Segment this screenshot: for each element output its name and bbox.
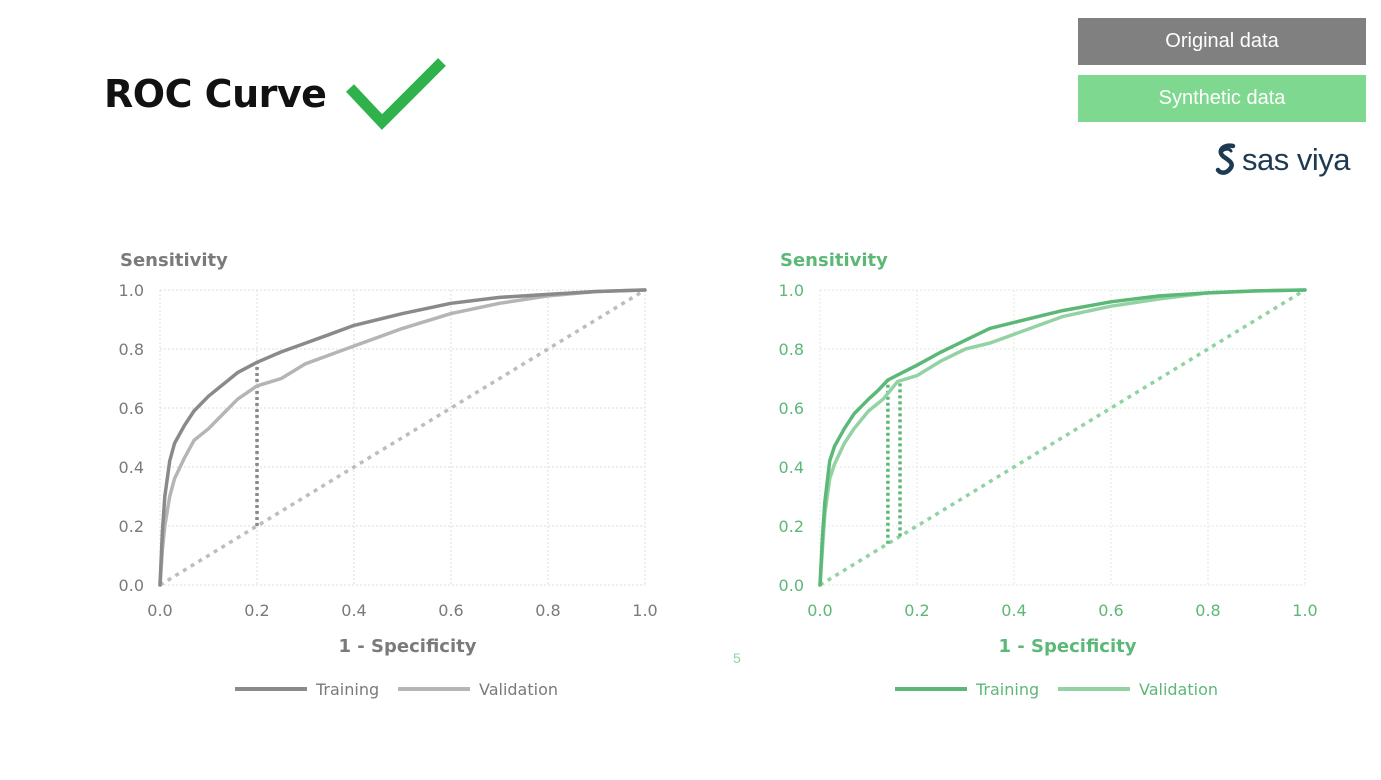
brand-text: sas viya	[1242, 142, 1350, 177]
reference-diagonal-line	[819, 288, 1306, 587]
legend-label-validation: Validation	[1139, 680, 1218, 699]
series-line-validation	[818, 288, 1307, 587]
y-tick-label: 0.8	[119, 340, 144, 359]
x-tick-label: 0.0	[147, 601, 172, 620]
x-tick-label: 0.0	[807, 601, 832, 620]
x-tick-label: 0.6	[1098, 601, 1123, 620]
legend-label-training: Training	[315, 680, 379, 699]
y-tick-label: 0.8	[779, 340, 804, 359]
sas-viya-logo: sas viya	[1214, 140, 1350, 180]
series-line-training	[818, 288, 1307, 587]
x-axis-title: 1 - Specificity	[999, 636, 1137, 657]
y-tick-label: 0.4	[119, 458, 144, 477]
x-tick-label: 1.0	[632, 601, 657, 620]
legend-label-validation: Validation	[479, 680, 558, 699]
series-line-training	[158, 288, 647, 587]
synthetic-data-label: Synthetic data	[1078, 75, 1366, 122]
x-tick-label: 0.2	[244, 601, 269, 620]
x-tick-label: 0.6	[438, 601, 463, 620]
x-tick-label: 0.4	[1001, 601, 1026, 620]
x-tick-label: 1.0	[1292, 601, 1317, 620]
y-tick-label: 0.6	[119, 399, 144, 418]
series-line-validation	[158, 288, 647, 587]
y-tick-label: 0.2	[779, 517, 804, 536]
reference-diagonal-line	[159, 288, 646, 587]
roc-chart-synthetic: Sensitivity 0.0 0.2 0.4 0.6 0.8 1.0 0.0 0.2 0.4 0.…	[760, 240, 1320, 720]
roc-chart-original: Sensitivity 0.0 0.2 0.4 0.6 0.8 1.0 0.0 0.2 0.4 0.…	[100, 240, 660, 720]
sas-swirl-icon	[1215, 143, 1236, 175]
y-tick-label: 0.2	[119, 517, 144, 536]
original-data-label: Original data	[1078, 18, 1366, 65]
y-tick-label: 1.0	[779, 281, 804, 300]
y-axis-title: Sensitivity	[780, 250, 888, 271]
x-tick-label: 0.8	[535, 601, 560, 620]
page-title: ROC Curve	[104, 72, 327, 116]
x-axis-title: 1 - Specificity	[339, 636, 477, 657]
y-tick-label: 0.0	[119, 576, 144, 595]
stray-mark: 5	[733, 650, 741, 666]
y-tick-label: 1.0	[119, 281, 144, 300]
y-tick-label: 0.4	[779, 458, 804, 477]
y-tick-label: 0.0	[779, 576, 804, 595]
legend-label-training: Training	[975, 680, 1039, 699]
x-tick-label: 0.8	[1195, 601, 1220, 620]
y-axis-title: Sensitivity	[120, 250, 228, 271]
x-tick-label: 0.4	[341, 601, 366, 620]
y-tick-label: 0.6	[779, 399, 804, 418]
x-tick-label: 0.2	[904, 601, 929, 620]
checkmark-icon	[345, 58, 446, 130]
